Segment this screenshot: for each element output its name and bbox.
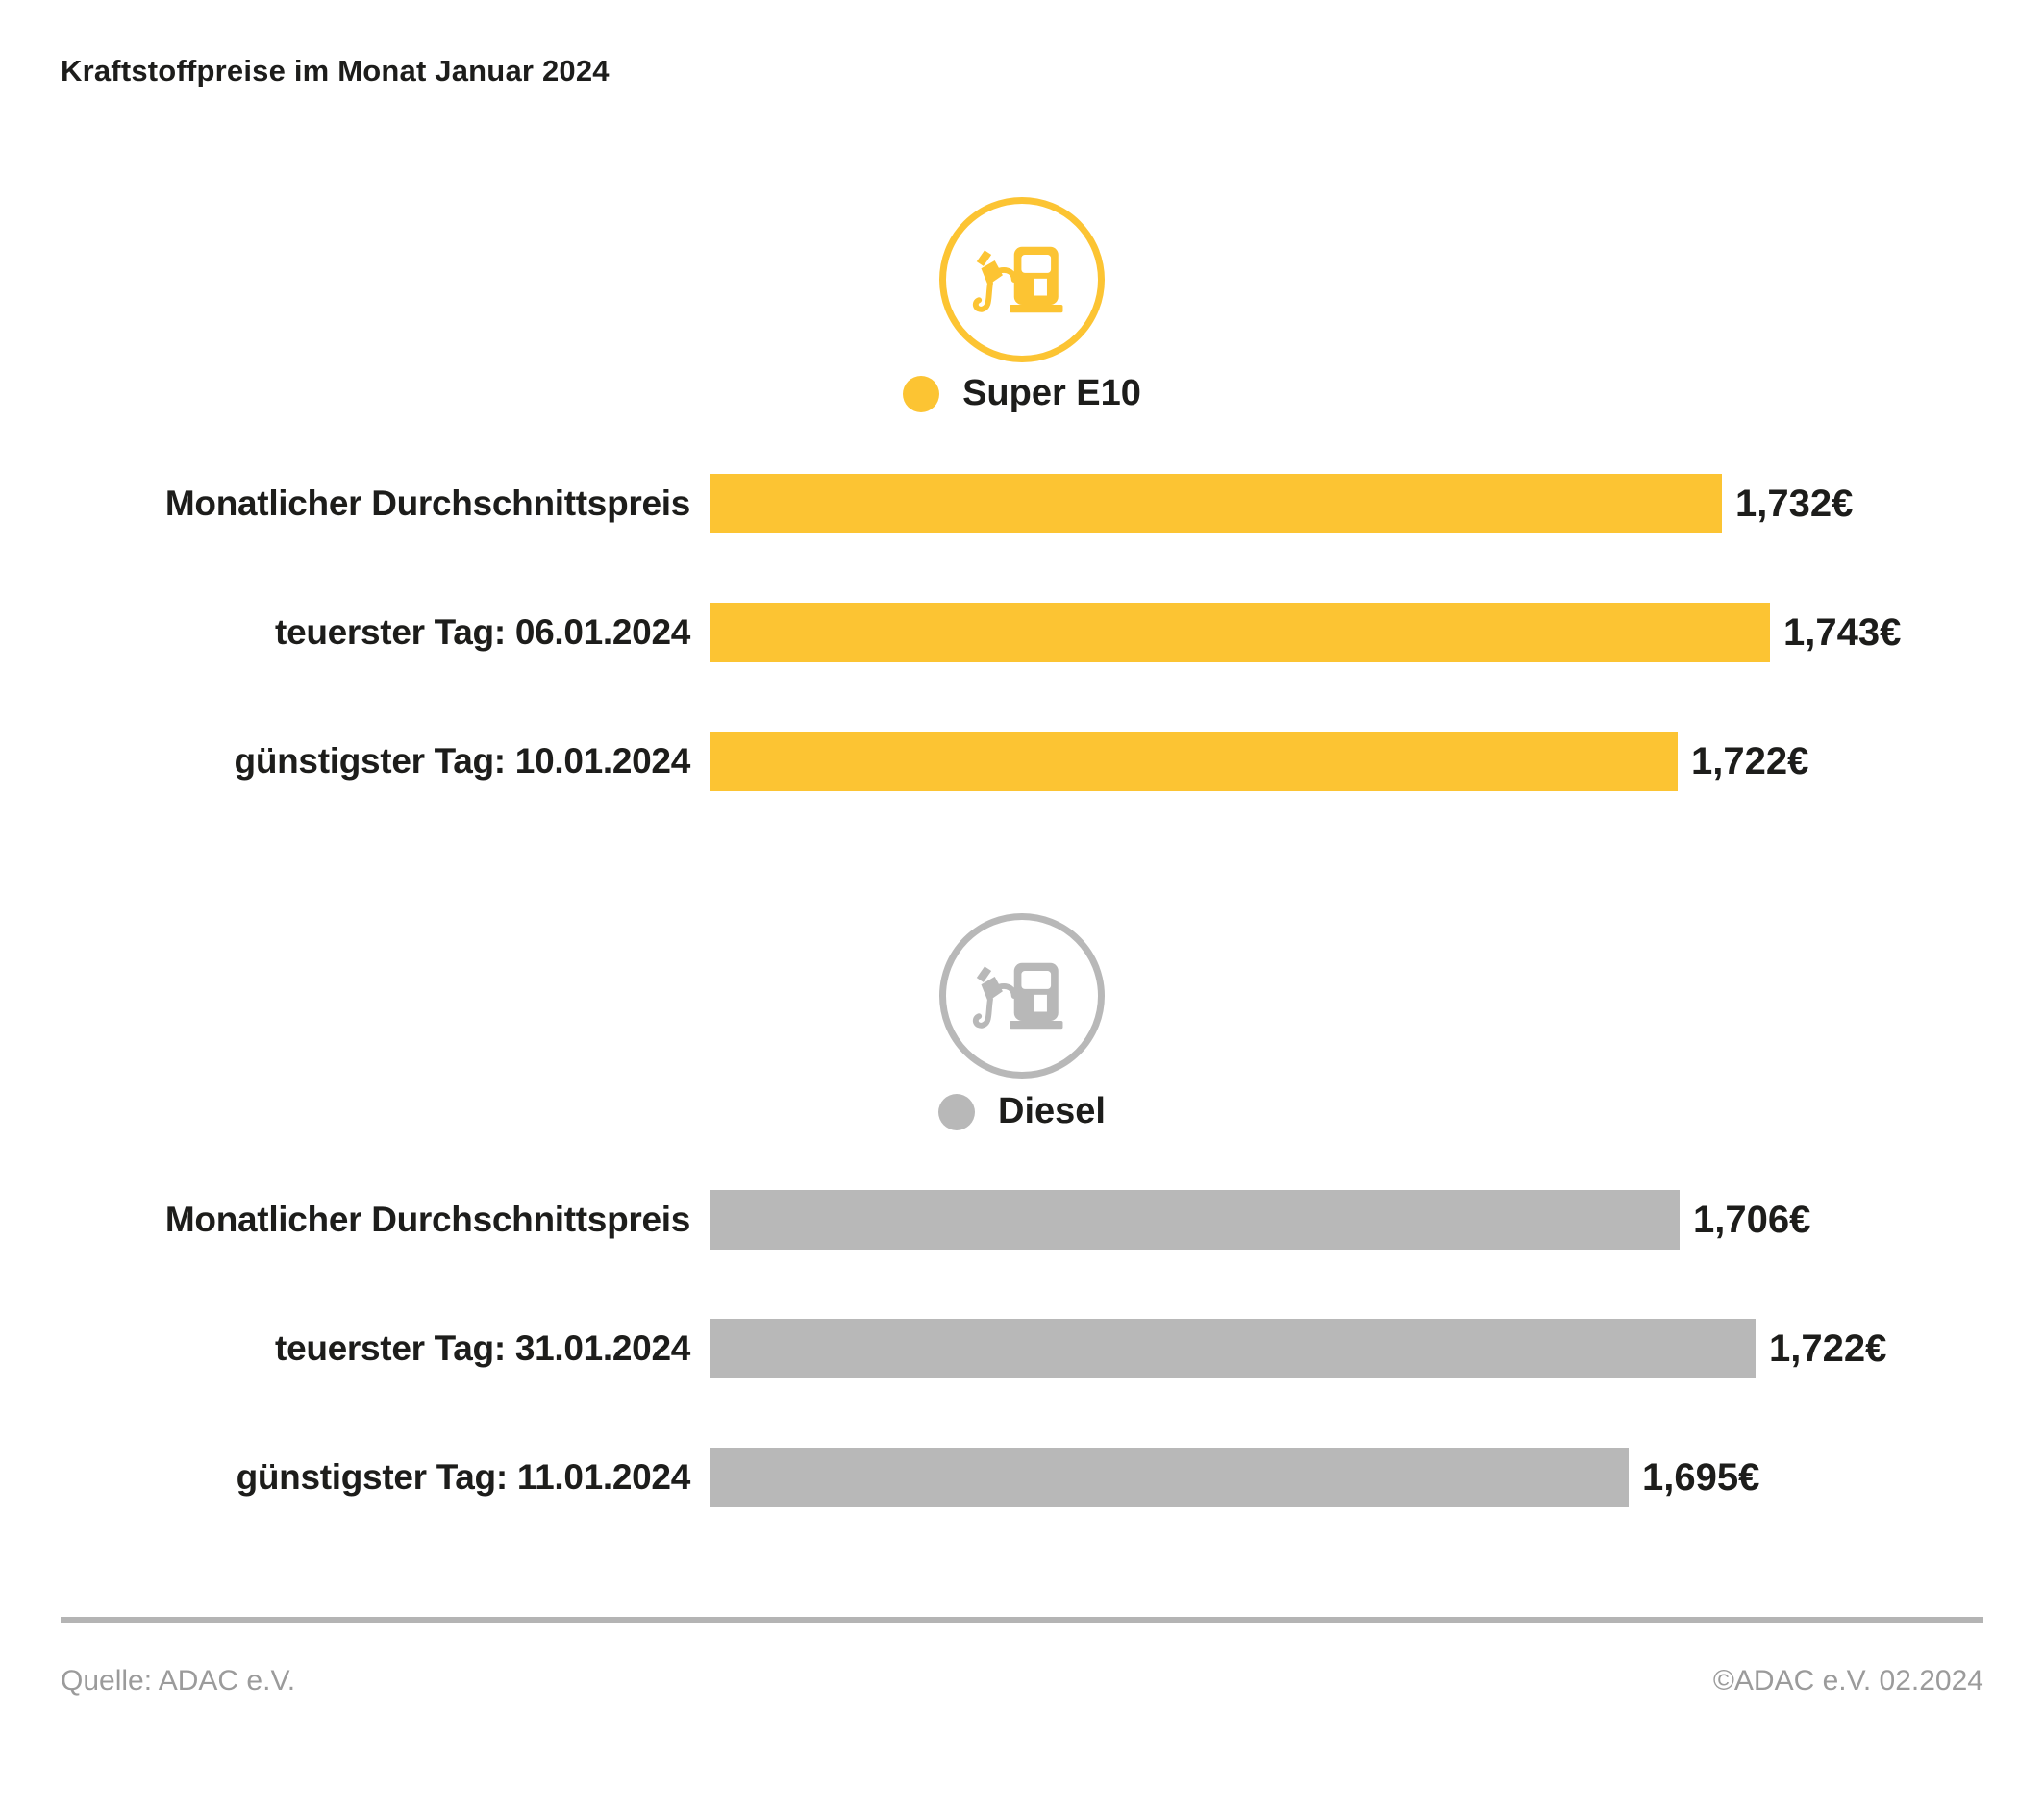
bar-value: 1,732€ xyxy=(1735,482,1854,525)
source-credit: Quelle: ADAC e.V. xyxy=(61,1665,296,1697)
bar-row-super-min: günstigster Tag: 10.01.2024 1,722€ xyxy=(61,732,2025,791)
bar-diesel-max xyxy=(710,1319,1756,1378)
bar-row-diesel-max: teuerster Tag: 31.01.2024 1,722€ xyxy=(61,1319,2025,1378)
bar-value: 1,706€ xyxy=(1693,1198,1811,1241)
fuel-pump-icon xyxy=(939,197,1105,362)
bar-label: Monatlicher Durchschnittspreis xyxy=(164,1200,690,1239)
footer: Quelle: ADAC e.V. ©ADAC e.V. 02.2024 xyxy=(61,1665,1983,1698)
footer-divider xyxy=(61,1617,1983,1623)
bar-row-super-avg: Monatlicher Durchschnittspreis 1,732€ xyxy=(61,474,2025,533)
bar-super-avg xyxy=(710,474,1722,533)
legend-label-super-e10: Super E10 xyxy=(962,373,1141,413)
bar-diesel-min xyxy=(710,1448,1629,1507)
bar-label: teuerster Tag: 06.01.2024 xyxy=(275,612,690,652)
bar-row-diesel-avg: Monatlicher Durchschnittspreis 1,706€ xyxy=(61,1190,2025,1250)
bar-super-max xyxy=(710,603,1770,662)
bar-diesel-avg xyxy=(710,1190,1680,1250)
legend-label-diesel: Diesel xyxy=(998,1091,1106,1131)
bar-value: 1,695€ xyxy=(1642,1455,1760,1499)
diesel-badge xyxy=(0,913,2044,1079)
legend-dot-diesel xyxy=(938,1093,976,1130)
bar-label: Monatlicher Durchschnittspreis xyxy=(164,484,690,523)
super-e10-badge xyxy=(0,197,2044,362)
fuel-pump-icon xyxy=(939,913,1105,1079)
bar-value: 1,722€ xyxy=(1769,1327,1887,1370)
bar-value: 1,743€ xyxy=(1783,610,1902,654)
legend-dot-super-e10 xyxy=(903,375,940,412)
bar-label: teuerster Tag: 31.01.2024 xyxy=(275,1328,690,1368)
bar-super-min xyxy=(710,732,1678,791)
bar-row-super-max: teuerster Tag: 06.01.2024 1,743€ xyxy=(61,603,2025,662)
copyright-notice: ©ADAC e.V. 02.2024 xyxy=(1712,1665,1983,1697)
legend-diesel: Diesel xyxy=(0,1091,2044,1132)
legend-super-e10: Super E10 xyxy=(0,373,2044,414)
bar-value: 1,722€ xyxy=(1691,739,1809,782)
bar-row-diesel-min: günstigster Tag: 11.01.2024 1,695€ xyxy=(61,1448,2025,1507)
chart-title: Kraftstoffpreise im Monat Januar 2024 xyxy=(61,54,610,87)
bar-label: günstigster Tag: 11.01.2024 xyxy=(236,1457,691,1497)
bar-label: günstigster Tag: 10.01.2024 xyxy=(234,741,691,781)
